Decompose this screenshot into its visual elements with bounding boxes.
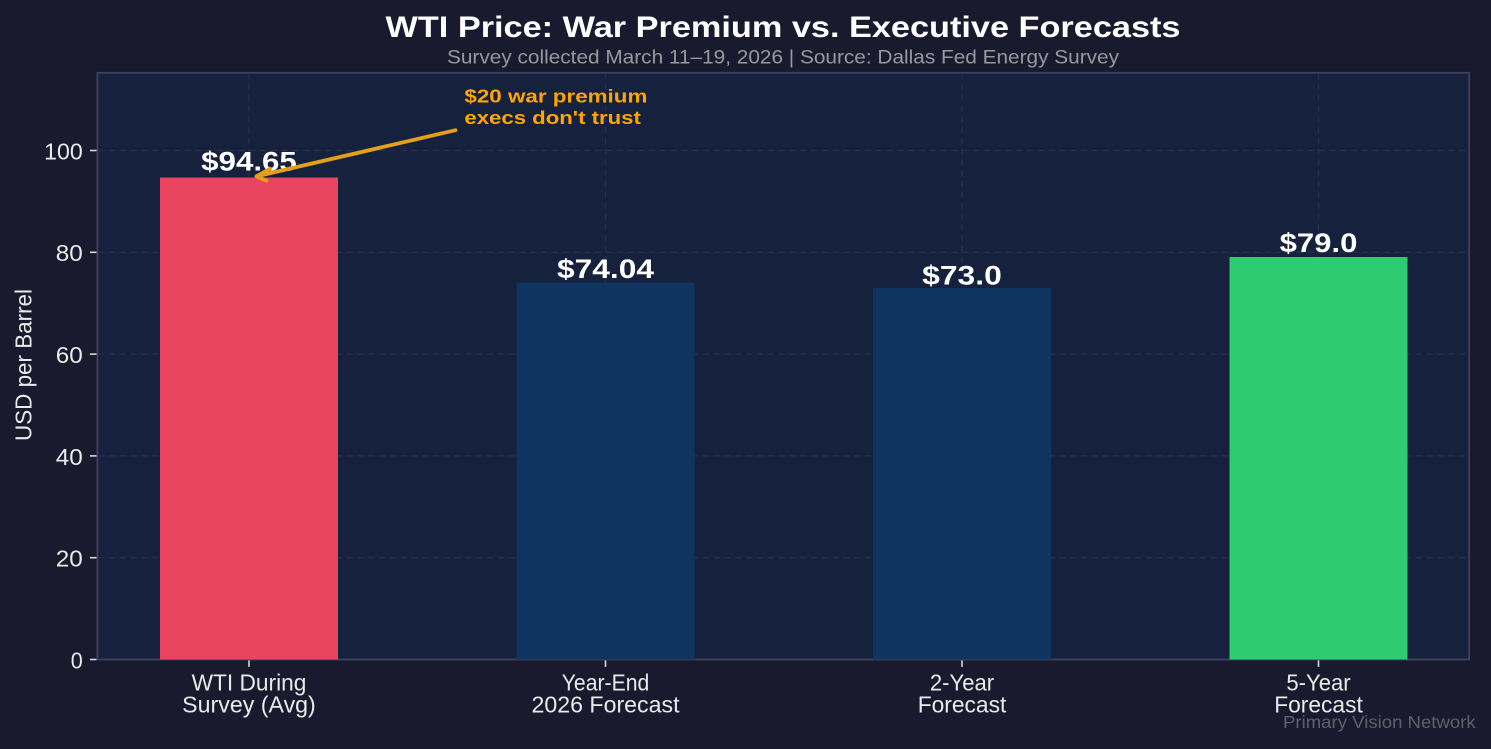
svg-text:80: 80 [56,240,83,266]
svg-text:WTI During: WTI During [192,670,307,696]
svg-text:100: 100 [44,138,83,164]
svg-text:5-Year: 5-Year [1286,670,1351,696]
svg-text:$73.0: $73.0 [922,261,1002,291]
svg-text:Primary Vision Network: Primary Vision Network [1283,712,1476,732]
svg-text:2-Year: 2-Year [930,670,995,696]
svg-text:$74.04: $74.04 [557,254,654,284]
svg-text:Forecast: Forecast [918,691,1007,717]
svg-text:$20 war premium: $20 war premium [464,86,647,106]
svg-text:20: 20 [56,546,83,572]
svg-text:60: 60 [56,342,83,368]
svg-text:WTI Price: War Premium vs. Exe: WTI Price: War Premium vs. Executive For… [386,11,1181,44]
svg-text:USD per Barrel: USD per Barrel [10,289,36,441]
svg-text:0: 0 [71,647,83,673]
svg-text:Survey (Avg): Survey (Avg) [182,691,316,717]
svg-text:40: 40 [56,444,83,470]
svg-text:execs don't trust: execs don't trust [464,108,641,128]
svg-text:Year-End: Year-End [562,670,650,696]
svg-text:Forecast: Forecast [1274,691,1363,717]
svg-text:2026 Forecast: 2026 Forecast [532,691,681,717]
svg-text:$79.0: $79.0 [1280,228,1358,258]
svg-text:Survey collected March 11–19,: Survey collected March 11–19, 2026 | Sou… [447,47,1119,68]
